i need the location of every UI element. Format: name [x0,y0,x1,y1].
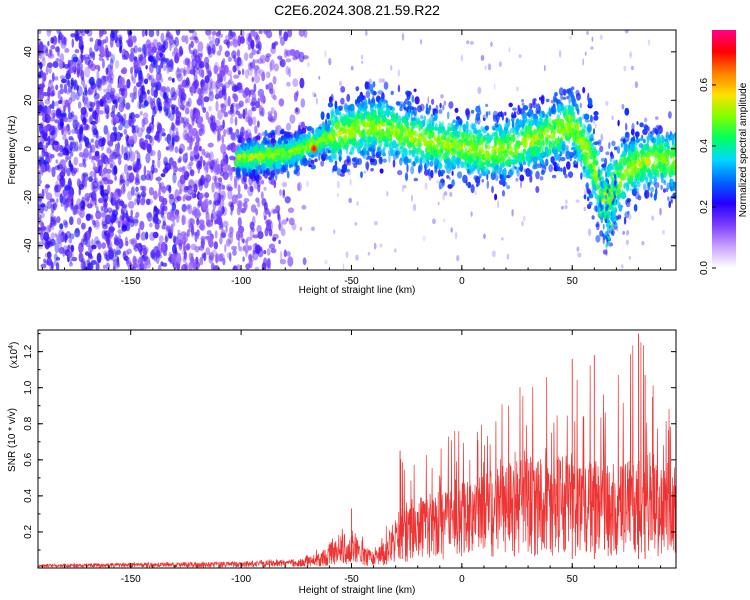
colorbar-tick-label: 0.6 [699,78,710,92]
colorbar-gradient [712,30,736,268]
spectrogram-x-ticks: -150 -100 -50 0 50 [41,30,662,287]
snr-panel: -150 -100 -50 0 50 0.2 0.4 0.6 0.8 1.0 1.2 Height… [7,329,677,596]
colorbar: 0.0 0.2 0.4 0.6 Normalized spectral amplitu… [699,30,749,275]
spectrogram-y-label: Frequency (Hz) [7,116,18,185]
spectrogram-panel: -150 -100 -50 0 50 -40 -20 0 20 40 Height of str… [7,29,677,296]
spectrogram-y-tick-label: 20 [23,94,34,106]
snr-y-tick-label: 0.2 [23,525,34,539]
spectrogram-x-label: Height of straight line (km) [299,285,416,296]
spectrogram-y-ticks: -40 -20 0 20 40 [23,39,676,259]
spectrogram-x-tick-label: -100 [231,276,251,287]
snr-line [38,342,676,568]
snr-series [38,333,676,568]
snr-y-tick-label: 0.6 [23,452,34,466]
snr-y-tick-label: 1.0 [23,380,34,394]
colorbar-tick-label: 0.4 [699,139,710,153]
snr-y-tick-label: 0.8 [23,416,34,430]
colorbar-label: Normalized spectral amplitude [738,82,749,217]
spectrogram-y-tick-label: 0 [23,146,34,152]
spectrogram-y-tick-label: 40 [23,46,34,58]
spectrogram-heatmap [38,30,676,270]
colorbar-ticks: 0.0 0.2 0.4 0.6 [699,78,716,275]
spectrogram-y-tick-label: -40 [23,238,34,253]
spectrogram-x-tick-label: -50 [344,276,359,287]
snr-y-tick-label: 0.4 [23,488,34,502]
snr-y-label: SNR (10 * v/v) [7,408,18,472]
colorbar-tick-label: 0.0 [699,261,710,275]
spectrogram-y-tick-label: -20 [23,190,34,205]
spectrogram-frame [37,29,677,271]
colorbar-tick-label: 0.2 [699,200,710,214]
snr-y-ticks: 0.2 0.4 0.6 0.8 1.0 1.2 [23,333,676,551]
spectrogram-x-tick-label: 50 [567,276,579,287]
snr-x-tick-label: 50 [567,574,579,585]
snr-x-tick-label: -150 [121,574,141,585]
snr-x-ticks: -150 -100 -50 0 50 [41,330,662,585]
snr-multiplier: (x104) [8,342,20,369]
snr-x-tick-label: -50 [344,574,359,585]
snr-frame [37,329,677,569]
spectrogram-x-tick-label: 0 [459,276,465,287]
snr-x-tick-label: 0 [459,574,465,585]
spectrogram-x-tick-label: -150 [121,276,141,287]
snr-x-label: Height of straight line (km) [299,585,416,596]
chart-title: C2E6.2024.308.21.59.R22 [274,2,440,18]
snr-y-tick-label: 1.2 [23,344,34,358]
snr-x-tick-label: -100 [231,574,251,585]
